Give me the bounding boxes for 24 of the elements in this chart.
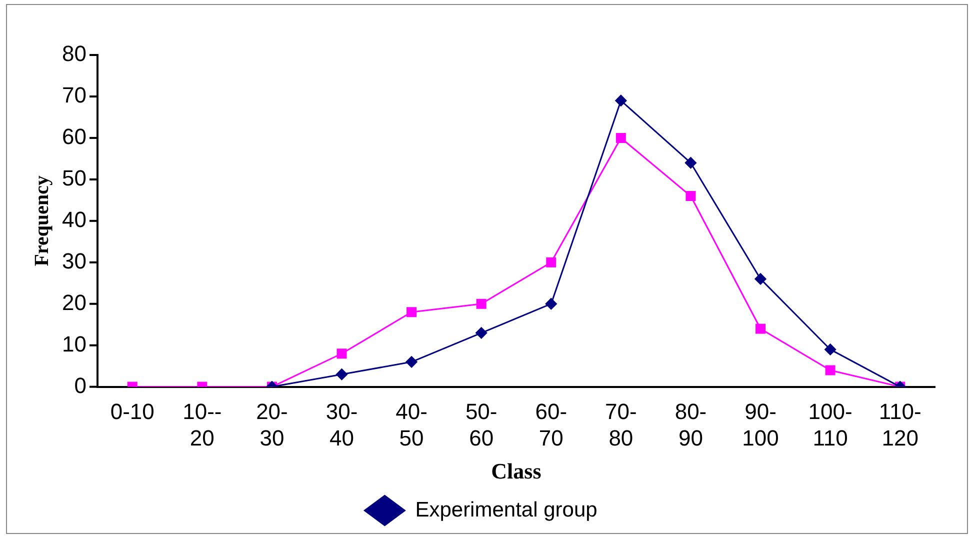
y-tick-label: 10 bbox=[62, 331, 86, 356]
x-tick-label: 10--20 bbox=[182, 399, 222, 450]
x-tick-label: 30-40 bbox=[326, 399, 358, 450]
x-tick-label: 40-50 bbox=[396, 399, 428, 450]
x-tick-label: 80-90 bbox=[674, 399, 707, 450]
y-tick-label: 80 bbox=[62, 41, 86, 66]
legend-label: Experimental group bbox=[415, 498, 598, 522]
x-tick-label: 70-80 bbox=[605, 399, 637, 450]
x-tick-label: 90-100 bbox=[742, 399, 779, 450]
x-tick-label: 20-30 bbox=[256, 399, 288, 450]
y-tick-label: 30 bbox=[62, 248, 86, 274]
y-tick-label: 50 bbox=[62, 165, 86, 190]
x-tick-label: 110-120 bbox=[878, 399, 922, 450]
x-tick-label: 0-10 bbox=[110, 399, 154, 424]
x-axis-title: Class bbox=[491, 458, 542, 484]
y-tick-label: 0 bbox=[74, 372, 86, 398]
y-axis-title: Frequency bbox=[31, 176, 54, 266]
y-tick-label: 70 bbox=[62, 82, 86, 108]
x-tick-label: 50-60 bbox=[465, 399, 498, 450]
y-tick-label: 60 bbox=[62, 124, 86, 150]
x-tick-label: 60-70 bbox=[535, 399, 568, 450]
y-tick-label: 40 bbox=[62, 206, 86, 232]
x-tick-label: 100-110 bbox=[808, 399, 852, 450]
y-tick-label: 20 bbox=[62, 290, 86, 315]
